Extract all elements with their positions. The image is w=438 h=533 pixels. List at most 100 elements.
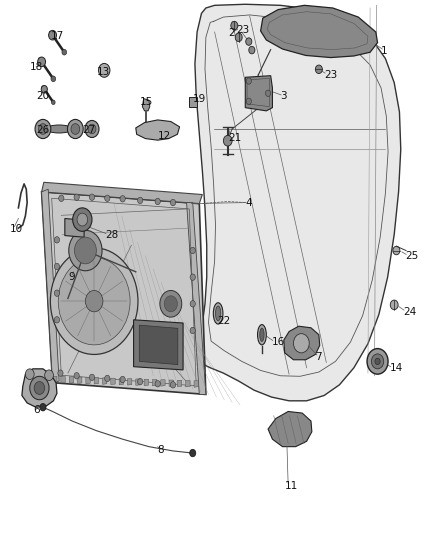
Circle shape [138,378,143,385]
Circle shape [246,78,251,84]
Polygon shape [86,377,90,384]
Polygon shape [177,381,182,387]
Circle shape [69,230,102,271]
Polygon shape [53,376,57,383]
Circle shape [25,369,34,379]
Circle shape [164,296,177,312]
Circle shape [375,358,380,365]
Text: 1: 1 [381,46,388,55]
Circle shape [235,33,242,42]
Circle shape [190,327,195,334]
Circle shape [54,317,60,323]
Polygon shape [161,379,165,386]
Ellipse shape [260,328,264,341]
Text: 26: 26 [36,125,49,134]
Text: 16: 16 [272,337,285,347]
Polygon shape [127,378,132,385]
Circle shape [74,237,96,264]
Polygon shape [94,377,99,384]
Circle shape [246,98,251,104]
Circle shape [49,30,57,40]
Circle shape [170,382,176,388]
Text: 4: 4 [245,198,252,207]
Circle shape [138,197,143,204]
Polygon shape [42,182,202,204]
Circle shape [50,248,138,354]
Circle shape [88,124,96,134]
Text: 13: 13 [96,67,110,77]
Polygon shape [136,120,180,140]
Circle shape [160,290,182,317]
Circle shape [246,38,252,45]
Circle shape [155,381,160,387]
Circle shape [38,57,46,67]
Text: 9: 9 [68,272,74,282]
Circle shape [62,49,67,55]
Circle shape [40,403,46,411]
Ellipse shape [46,125,72,133]
Circle shape [74,194,79,200]
Text: 7: 7 [315,352,322,362]
Circle shape [231,21,238,30]
Polygon shape [142,99,150,111]
FancyBboxPatch shape [189,97,197,107]
Polygon shape [65,219,84,237]
Circle shape [73,208,92,231]
Polygon shape [69,377,74,383]
Circle shape [54,237,60,243]
Text: 12: 12 [158,131,171,141]
Text: 8: 8 [158,446,164,455]
Circle shape [54,263,60,270]
Text: 15: 15 [140,98,153,107]
Polygon shape [61,376,65,383]
Text: 24: 24 [403,307,416,317]
Circle shape [30,376,49,400]
Polygon shape [78,377,82,384]
Circle shape [371,354,384,369]
Text: 10: 10 [10,224,23,234]
Text: 3: 3 [280,91,287,101]
Ellipse shape [258,325,266,345]
Polygon shape [268,411,312,447]
Circle shape [170,199,176,206]
Text: 2: 2 [228,28,234,38]
Circle shape [89,194,95,200]
Polygon shape [119,378,124,385]
Text: 23: 23 [237,25,250,35]
Circle shape [99,63,110,77]
Polygon shape [22,369,57,407]
Circle shape [77,213,88,226]
Ellipse shape [213,303,223,324]
Polygon shape [261,5,378,58]
Circle shape [39,124,47,134]
Circle shape [105,195,110,201]
Circle shape [293,334,309,353]
Text: 14: 14 [390,363,403,373]
Circle shape [52,100,55,104]
Text: 19: 19 [193,94,206,103]
Circle shape [190,247,195,254]
Circle shape [58,257,130,345]
Polygon shape [152,379,157,386]
Circle shape [155,198,160,205]
Circle shape [59,195,64,201]
Circle shape [249,46,255,54]
Text: 17: 17 [50,31,64,41]
Ellipse shape [99,67,109,74]
Text: 11: 11 [285,481,298,491]
Polygon shape [144,379,148,386]
Polygon shape [102,378,107,384]
Polygon shape [136,379,140,385]
Text: 22: 22 [217,316,230,326]
Polygon shape [111,378,115,385]
Circle shape [315,65,322,74]
Polygon shape [187,203,206,394]
Ellipse shape [215,306,221,321]
Circle shape [34,382,45,394]
Circle shape [120,376,125,383]
Circle shape [105,375,110,382]
Circle shape [190,274,195,280]
Circle shape [54,290,60,296]
Polygon shape [42,189,59,383]
Circle shape [71,124,80,134]
